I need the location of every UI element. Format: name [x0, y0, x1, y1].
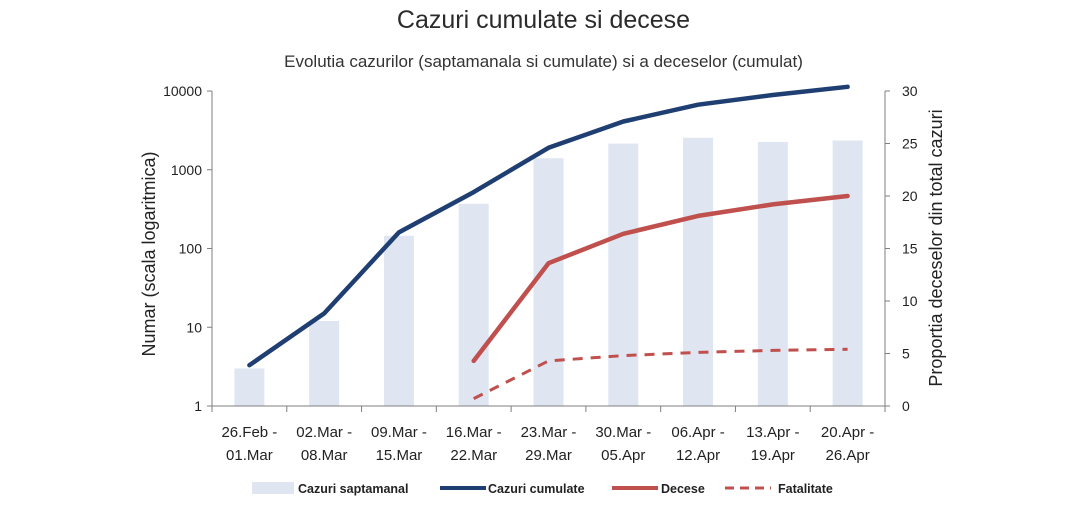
- legend-label-decese: Decese: [661, 482, 705, 496]
- line-decese: [471, 193, 850, 364]
- x-tick-label: 08.Mar: [301, 447, 348, 464]
- x-tick-label: 02.Mar -: [296, 424, 352, 441]
- legend-swatch-cazuri-saptamanal: [252, 482, 294, 494]
- x-tick-label: 15.Mar: [376, 447, 423, 464]
- chart-legend: Cazuri saptamanal Cazuri cumulate Decese…: [252, 482, 833, 496]
- bar-cazuri-saptamanal: [832, 140, 863, 406]
- x-tick-label: 20.Apr -: [821, 424, 874, 441]
- line-fatalitate: [473, 347, 848, 400]
- y-left-tick-label: 100: [179, 241, 203, 257]
- y-left-axis-title: Numar (scala logaritmica): [139, 151, 159, 356]
- legend-label-fatalitate: Fatalitate: [778, 482, 833, 496]
- bar-cazuri-saptamanal: [383, 235, 414, 406]
- line-cazuri-cumulate: [247, 84, 850, 368]
- tick-labels: 1 10 100 1000 10000 0 5 10 15 20 25 30 26.Feb - 01.Ma…: [163, 83, 918, 464]
- legend-label-cazuri-saptamanal: Cazuri saptamanal: [298, 482, 408, 496]
- x-tick-label: 09.Mar -: [371, 424, 427, 441]
- x-tick-label: 22.Mar: [450, 447, 497, 464]
- chart-axes: [207, 90, 890, 412]
- y-left-tick-label: 10000: [163, 83, 202, 99]
- y-left-tick-label: 1: [194, 398, 202, 414]
- bar-cazuri-saptamanal: [608, 143, 639, 406]
- x-tick-label: 26.Feb -: [221, 424, 277, 441]
- x-tick-label: 30.Mar -: [595, 424, 651, 441]
- bar-cazuri-saptamanal: [458, 203, 489, 406]
- x-tick-label: 16.Mar -: [446, 424, 502, 441]
- y-right-tick-label: 5: [902, 346, 910, 362]
- y-right-tick-label: 25: [902, 136, 918, 152]
- chart-subtitle: Evolutia cazurilor (saptamanala si cumul…: [284, 52, 803, 71]
- y-left-tick-label: 10: [186, 319, 202, 335]
- bar-cazuri-saptamanal: [683, 137, 714, 406]
- x-tick-label: 23.Mar -: [521, 424, 577, 441]
- y-left-tick-label: 1000: [171, 162, 202, 178]
- y-right-axis-title: Proportia deceselor din total cazuri: [926, 109, 946, 386]
- bar-cazuri-saptamanal: [533, 158, 564, 406]
- y-right-tick-label: 0: [902, 398, 910, 414]
- chart-title: Cazuri cumulate si decese: [396, 6, 691, 34]
- x-tick-label: 26.Apr: [826, 447, 870, 464]
- x-tick-label: 12.Apr: [676, 447, 720, 464]
- y-right-tick-label: 10: [902, 293, 918, 309]
- x-tick-label: 19.Apr: [751, 447, 795, 464]
- x-tick-label: 29.Mar: [525, 447, 572, 464]
- chart-lines: [247, 84, 850, 400]
- legend-label-cazuri-cumulate: Cazuri cumulate: [488, 482, 585, 496]
- y-right-tick-label: 30: [902, 83, 918, 99]
- y-right-tick-label: 15: [902, 241, 918, 257]
- bar-cazuri-saptamanal: [309, 321, 340, 406]
- x-tick-label: 01.Mar: [226, 447, 273, 464]
- y-right-tick-label: 20: [902, 188, 918, 204]
- weekly-cases-bars: [234, 137, 863, 406]
- x-tick-label: 06.Apr -: [671, 424, 724, 441]
- x-tick-label: 05.Apr: [601, 447, 645, 464]
- bar-cazuri-saptamanal: [234, 368, 265, 406]
- bar-cazuri-saptamanal: [757, 142, 788, 406]
- x-tick-label: 13.Apr -: [746, 424, 799, 441]
